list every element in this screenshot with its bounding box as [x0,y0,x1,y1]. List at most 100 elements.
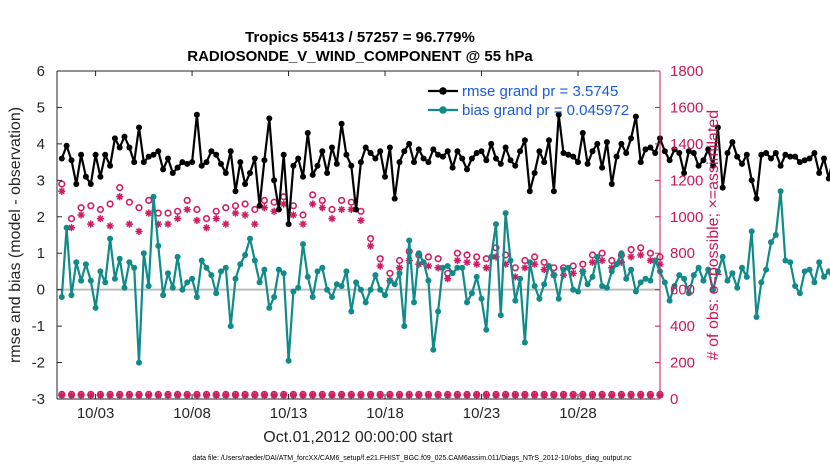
left-tick-label: 3 [37,172,45,189]
obs-assimilated-bottom-marker [395,391,404,399]
bias-point [290,288,297,295]
rmse-point [203,159,210,166]
rmse-point [676,150,683,156]
rmse-point [705,146,712,153]
obs-possible-marker [453,249,462,257]
bias-point [145,283,152,289]
bias-point [777,188,784,195]
right-tick-label: 1200 [670,172,703,189]
bias-point [724,277,731,284]
rmse-point [179,159,186,166]
bias-point [546,263,552,269]
obs-assimilated-marker [395,264,404,272]
rmse-point [425,159,432,166]
obs-possible-marker [376,255,384,263]
rmse-point [777,162,784,169]
rmse-point [550,188,557,195]
rmse-point [811,150,818,156]
left-tick-label: 2 [37,209,45,226]
obs-assimilated-marker [482,264,490,272]
obs-assimilated-bottom-marker [559,391,568,399]
bias-point [608,268,615,275]
bias-point [526,259,533,266]
bias-point [174,253,181,260]
rmse-point [391,195,398,202]
bias-point [319,264,326,271]
rmse-point [304,130,311,136]
obs-possible-marker [251,205,259,214]
obs-assimilated-marker [260,204,268,212]
obs-assimilated-bottom-marker [77,391,85,399]
obs-assimilated-bottom-marker [617,391,625,399]
bias-point [700,277,707,284]
bias-point [300,241,306,248]
obs-assimilated-bottom-marker [405,391,413,399]
rmse-point [825,175,830,182]
rmse-point [647,144,654,151]
bias-point [681,275,688,282]
rmse-point [174,164,181,171]
rmse-point [695,162,702,169]
rmse-point [459,155,466,162]
bias-point [478,295,485,302]
rmse-layer [58,111,830,228]
rmse-point [589,148,596,155]
bias-point [251,257,258,264]
plot-area [57,71,660,399]
rmse-point [782,151,789,158]
rmse-point [758,151,765,158]
rmse-point [497,160,504,167]
bias-point [464,299,470,306]
bias-point [493,221,499,228]
obs-assimilated-bottom-marker [540,391,548,399]
legend-rmse-marker [439,87,447,95]
right-axis-ticks: 0 200 400 600 800 1000 1200 1400 1600 1800 [655,63,703,408]
obs-assimilated-marker [424,262,432,270]
rmse-point [189,159,196,166]
bias-point [632,288,639,295]
obs-assimilated-marker [193,216,201,224]
rmse-point [517,148,524,155]
rmse-point [743,151,750,158]
obs-possible-marker [473,253,481,261]
obs-assimilated-marker [96,215,104,223]
bias-point [169,284,176,291]
bias-point [825,268,830,275]
bias-point [193,294,200,300]
rmse-point [623,150,630,156]
bias-point [473,273,480,280]
legend: rmse grand pr = 3.5745 bias grand pr = 0… [428,83,629,119]
bias-point [507,257,514,264]
rmse-point [666,157,673,164]
obs-assimilated-marker [376,262,384,270]
rmse-point [748,177,755,184]
x-axis-label: Oct.01,2012 00:00:00 start [263,429,453,446]
obs-possible-marker [530,253,539,261]
rmse-point [396,159,403,166]
obs-assimilated-bottom-marker [183,391,191,399]
obs-assimilated-bottom-marker [135,391,143,399]
bias-point [705,266,712,273]
bias-point [806,266,813,273]
left-tick-label: -1 [32,318,45,335]
rmse-point [599,164,606,171]
right-tick-label: 0 [670,391,678,408]
rmse-point [661,148,668,155]
rmse-point [121,133,128,140]
bias-point [261,266,268,273]
rmse-point [502,144,509,151]
legend-bias-marker [439,106,447,114]
rmse-point [531,170,538,176]
rmse-point [386,144,393,151]
obs-possible-marker [309,191,317,199]
bias-point [536,295,543,302]
obs-assimilated-bottom-marker [202,391,211,399]
bias-point [748,228,755,235]
rmse-point [628,135,635,142]
obs-assimilated-marker [106,222,114,230]
obs-assimilated-marker [135,227,143,235]
obs-assimilated-bottom-marker [482,391,490,399]
x-tick-label: 10/18 [366,405,404,422]
bias-point [324,286,331,293]
